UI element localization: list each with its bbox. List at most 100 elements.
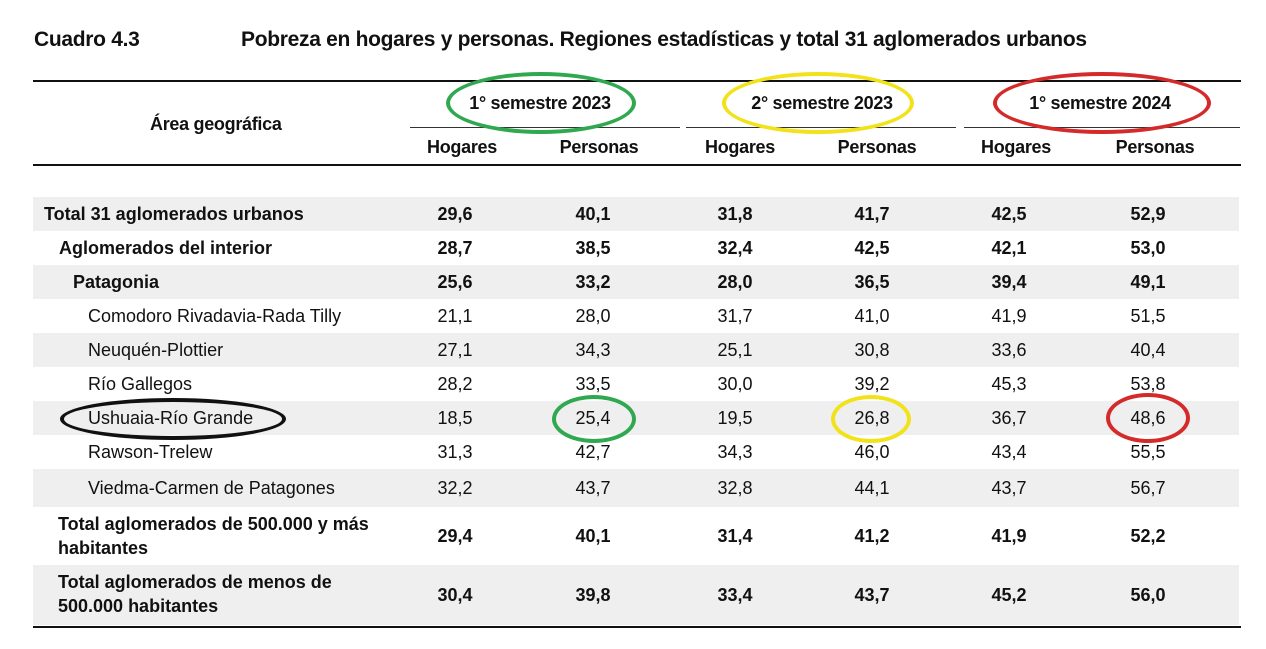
row-value: 29,6 <box>437 203 473 224</box>
row-value: 39,2 <box>854 373 890 394</box>
row-value: 39,8 <box>575 584 611 605</box>
row-value: 46,0 <box>854 441 890 462</box>
row-value: 31,3 <box>437 441 473 462</box>
row-label-line: Total aglomerados de 500.000 y más <box>58 514 369 534</box>
row-value: 30,8 <box>854 339 890 360</box>
row-label: Total aglomerados de menos de 500.000 hab… <box>58 570 332 618</box>
row-value: 43,7 <box>575 477 611 498</box>
subcol-personas-2: Personas <box>837 137 917 157</box>
row-value: 28,7 <box>437 237 473 258</box>
row-value: 33,5 <box>575 373 611 394</box>
row-value: 28,2 <box>437 373 473 394</box>
table-row: Rawson-Trelew 31,3 42,7 34,3 46,0 43,4 55,5 <box>33 435 1239 469</box>
row-value: 52,9 <box>1130 203 1166 224</box>
row-value: 41,7 <box>854 203 890 224</box>
row-value: 21,1 <box>437 305 473 326</box>
table-row: Neuquén-Plottier 27,1 34,3 25,1 30,8 33,6 40,4 <box>33 333 1239 367</box>
row-value: 36,5 <box>854 271 890 292</box>
row-value: 29,4 <box>437 525 473 546</box>
row-value: 32,4 <box>717 237 753 258</box>
row-value: 32,2 <box>437 477 473 498</box>
row-value: 39,4 <box>991 271 1027 292</box>
row-value: 34,3 <box>717 441 753 462</box>
table-row: Total aglomerados de 500.000 y más habita… <box>33 507 1239 565</box>
row-label-line: 500.000 habitantes <box>58 596 219 616</box>
highlight-circle-period-2 <box>722 72 914 134</box>
row-value: 49,1 <box>1130 271 1166 292</box>
row-value: 25,1 <box>717 339 753 360</box>
row-value: 43,4 <box>991 441 1027 462</box>
table-row: Río Gallegos 28,2 33,5 30,0 39,2 45,3 53,8 <box>33 367 1239 401</box>
row-value: 27,1 <box>437 339 473 360</box>
row-value: 52,2 <box>1130 525 1166 546</box>
row-value: 41,9 <box>991 305 1027 326</box>
subcol-hogares-1: Hogares <box>427 137 497 157</box>
row-label: Río Gallegos <box>88 373 193 394</box>
top-rule <box>33 80 1241 82</box>
highlight-circle-ushuaia-personas-3 <box>1106 393 1190 443</box>
table-row: Aglomerados del interior 28,7 38,5 32,4 42,5… <box>33 231 1239 265</box>
row-value: 33,2 <box>575 271 611 292</box>
subcol-hogares-3: Hogares <box>981 137 1051 157</box>
row-label: Comodoro Rivadavia-Rada Tilly <box>88 305 342 326</box>
row-value: 53,0 <box>1130 237 1166 258</box>
row-value: 31,8 <box>717 203 753 224</box>
row-value: 45,3 <box>991 373 1027 394</box>
row-value: 33,4 <box>717 584 753 605</box>
row-value: 40,1 <box>575 203 611 224</box>
row-value: 41,2 <box>854 525 890 546</box>
row-value: 31,4 <box>717 525 753 546</box>
highlight-circle-ushuaia-name <box>60 398 286 440</box>
row-label: Viedma-Carmen de Patagones <box>88 477 335 498</box>
row-value: 30,0 <box>717 373 753 394</box>
row-value: 41,9 <box>991 525 1027 546</box>
bottom-rule <box>33 626 1241 628</box>
row-value: 40,1 <box>575 525 611 546</box>
row-value: 18,5 <box>437 407 473 428</box>
table-number: Cuadro 4.3 <box>34 28 140 51</box>
highlight-circle-period-3 <box>993 72 1211 134</box>
highlight-circle-ushuaia-personas-2 <box>831 395 911 443</box>
row-value: 34,3 <box>575 339 611 360</box>
row-value: 44,1 <box>854 477 890 498</box>
row-value: 31,7 <box>717 305 753 326</box>
subcol-hogares-2: Hogares <box>705 137 775 157</box>
row-value: 36,7 <box>991 407 1027 428</box>
table-row: Total 31 aglomerados urbanos 29,6 40,1 31,8… <box>33 197 1239 231</box>
highlight-circle-period-1 <box>446 72 636 134</box>
row-value: 56,0 <box>1130 584 1166 605</box>
row-value: 19,5 <box>717 407 753 428</box>
row-value: 42,7 <box>575 441 611 462</box>
table-row: Total aglomerados de menos de 500.000 hab… <box>33 565 1239 625</box>
row-value: 56,7 <box>1130 477 1166 498</box>
row-value: 53,8 <box>1130 373 1166 394</box>
row-value: 42,5 <box>854 237 890 258</box>
row-value: 43,7 <box>991 477 1027 498</box>
row-value: 32,8 <box>717 477 753 498</box>
subcol-personas-3: Personas <box>1115 137 1195 157</box>
row-value: 33,6 <box>991 339 1027 360</box>
row-value: 42,1 <box>991 237 1027 258</box>
area-header: Área geográfica <box>150 114 282 134</box>
row-value: 38,5 <box>575 237 611 258</box>
row-value: 28,0 <box>575 305 611 326</box>
row-label: Aglomerados del interior <box>59 237 273 258</box>
row-value: 25,6 <box>437 271 473 292</box>
table-title: Pobreza en hogares y personas. Regiones … <box>241 28 1087 51</box>
row-value: 42,5 <box>991 203 1027 224</box>
row-label-line: Total aglomerados de menos de <box>58 572 332 592</box>
highlight-circle-ushuaia-personas-1 <box>552 395 636 443</box>
row-label: Rawson-Trelew <box>88 441 213 462</box>
row-value: 55,5 <box>1130 441 1166 462</box>
row-value: 43,7 <box>854 584 890 605</box>
row-value: 28,0 <box>717 271 753 292</box>
row-label: Total aglomerados de 500.000 y más habita… <box>58 512 369 560</box>
table-row: Viedma-Carmen de Patagones 32,2 43,7 32,8 44… <box>33 469 1239 507</box>
row-label-line: habitantes <box>58 538 149 558</box>
row-value: 45,2 <box>991 584 1027 605</box>
table-row: Patagonia 25,6 33,2 28,0 36,5 39,4 49,1 <box>33 265 1239 299</box>
table-row: Comodoro Rivadavia-Rada Tilly 21,1 28,0 31,… <box>33 299 1239 333</box>
header-bottom-rule <box>33 164 1241 166</box>
row-value: 51,5 <box>1130 305 1166 326</box>
row-label: Patagonia <box>73 271 160 292</box>
